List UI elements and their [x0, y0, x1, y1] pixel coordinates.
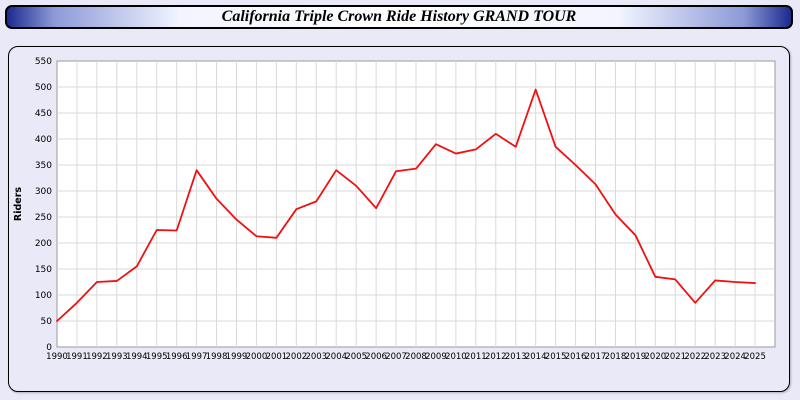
x-tick-label: 2002 [286, 352, 308, 362]
y-tick-label: 500 [35, 83, 52, 93]
x-tick-label: 2018 [605, 352, 627, 362]
x-tick-label: 2013 [505, 352, 527, 362]
x-tick-label: 1998 [206, 352, 228, 362]
x-tick-label: 2006 [365, 352, 387, 362]
x-tick-label: 2021 [664, 352, 686, 362]
x-tick-label: 2003 [305, 352, 327, 362]
y-tick-label: 450 [35, 109, 52, 119]
y-tick-label: 250 [35, 213, 52, 223]
x-tick-label: 1991 [66, 352, 88, 362]
x-tick-label: 2015 [545, 352, 567, 362]
y-tick-label: 150 [35, 265, 52, 275]
x-tick-label: 2004 [325, 352, 347, 362]
x-tick-label: 2023 [704, 352, 726, 362]
title-bar: California Triple Crown Ride History GRA… [5, 5, 793, 29]
riders-line-series [56, 88, 756, 322]
x-tick-label: 1990 [46, 352, 68, 362]
y-tick-label: 550 [35, 57, 52, 67]
x-tick-label: 1994 [126, 352, 148, 362]
chart-panel: 0 50 100 150 200 250 300 350 400 450 500 550 1990 199… [8, 46, 790, 392]
x-tick-label: 2008 [405, 352, 427, 362]
x-tick-label: 2025 [744, 352, 766, 362]
x-tick-label: 1996 [166, 352, 188, 362]
x-tick-label: 1993 [106, 352, 128, 362]
x-tick-label: 2016 [565, 352, 587, 362]
y-tick-label: 400 [35, 135, 52, 145]
x-tick-label: 1997 [186, 352, 208, 362]
x-tick-label: 2011 [465, 352, 487, 362]
x-tick-label: 2010 [445, 352, 467, 362]
x-tick-label: 2009 [425, 352, 447, 362]
y-tick-label: 0 [46, 343, 52, 353]
x-tick-label: 2019 [625, 352, 647, 362]
ride-history-chart: 0501001502002503003504004505005501990199… [13, 57, 776, 362]
x-tick-label: 2012 [485, 352, 507, 362]
y-tick-label: 200 [35, 239, 52, 249]
y-tick-label: 300 [35, 187, 52, 197]
x-tick-label: 2005 [345, 352, 367, 362]
x-tick-label: 2024 [724, 352, 746, 362]
x-tick-label: 1992 [86, 352, 108, 362]
x-tick-label: 2020 [645, 352, 667, 362]
x-tick-label: 2017 [585, 352, 607, 362]
x-tick-label: 2022 [684, 352, 706, 362]
x-tick-label: 1995 [146, 352, 168, 362]
x-tick-label: 2007 [385, 352, 407, 362]
page-title: California Triple Crown Ride History GRA… [221, 8, 577, 25]
y-tick-label: 50 [41, 317, 53, 327]
y-axis-title: Riders [13, 187, 24, 222]
x-tick-label: 2000 [246, 352, 268, 362]
y-tick-label: 100 [35, 291, 52, 301]
y-tick-label: 350 [35, 161, 52, 171]
x-tick-label: 2014 [525, 352, 547, 362]
x-tick-label: 1999 [226, 352, 248, 362]
x-tick-label: 2001 [266, 352, 288, 362]
